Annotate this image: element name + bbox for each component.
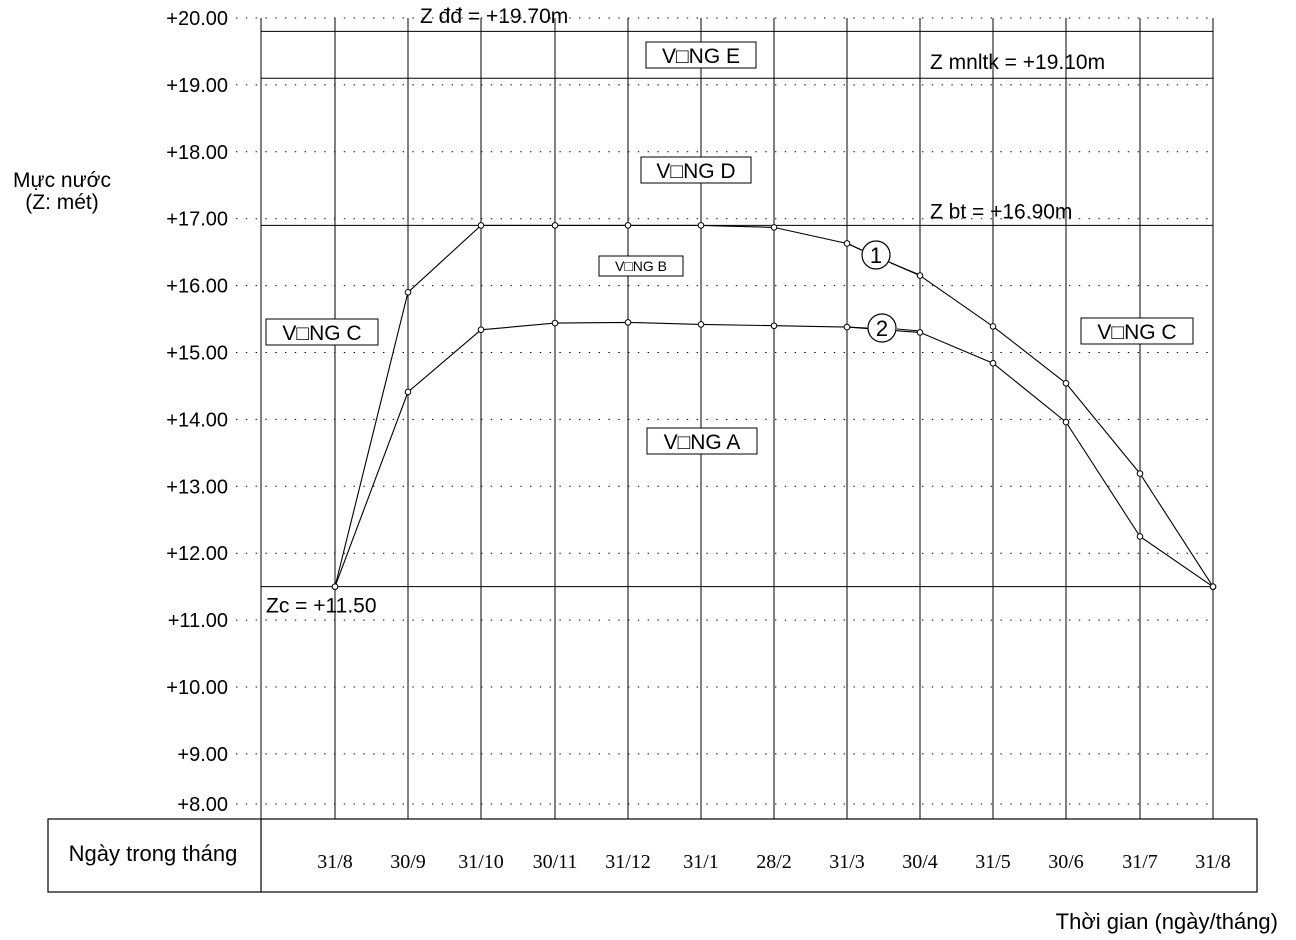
series-2-point [989, 359, 997, 367]
x-tick-label: 31/3 [829, 851, 865, 873]
series-1-point [1062, 379, 1070, 387]
y-tick-label: +9.00 [177, 744, 228, 766]
x-tick-label: 28/2 [756, 851, 792, 873]
series-2-point [843, 323, 851, 331]
series-2-point [1062, 418, 1070, 426]
zone-box [598, 255, 684, 277]
zone-box [646, 427, 758, 455]
y-tick-label: +19.00 [166, 75, 228, 97]
series-label-leader [896, 328, 921, 332]
x-tick-label: 30/9 [390, 851, 426, 873]
series-1-point [624, 222, 632, 229]
series-2-point [1136, 533, 1144, 540]
x-axis-label: Thời gian (ngày/tháng) [1056, 909, 1278, 934]
x-tick-label: 31/5 [975, 851, 1011, 873]
series-1-point [477, 222, 485, 229]
y-tick-label: +20.00 [166, 8, 228, 30]
series-label: 2 [876, 316, 888, 341]
zone-box [265, 318, 379, 346]
zone-label: V□NG D [656, 160, 735, 183]
reference-line-label: Z đđ = +19.70m [420, 5, 568, 28]
date-table-header: Ngày trong tháng [69, 841, 238, 866]
series-2-point [916, 329, 924, 336]
series-label-circle [867, 313, 897, 343]
horizontal-gridlines [236, 17, 1213, 805]
y-tick-label: +15.00 [166, 343, 228, 365]
x-tick-label: 30/11 [533, 851, 578, 873]
y-tick-label: +8.00 [177, 794, 228, 816]
y-tick-label: +10.00 [166, 677, 228, 699]
zone-box [640, 156, 752, 184]
series-1-point [843, 240, 851, 247]
series-label: 1 [870, 243, 882, 268]
series-1-point [989, 323, 997, 330]
series-1-point [551, 222, 559, 229]
x-tick-label: 31/12 [605, 851, 651, 873]
date-table [47, 818, 1258, 893]
y-axis-ticks: +20.00 +19.00 +18.00 +17.00 +16.00 +15.00 +14.… [166, 8, 228, 816]
zone-label: V□NG A [664, 431, 741, 454]
series-label-leader [890, 262, 921, 276]
y-axis-label-line1: Mực nước [13, 169, 111, 192]
x-tick-label: 31/10 [458, 851, 504, 873]
x-tick-label: 31/8 [1195, 851, 1231, 873]
series-1-point [404, 288, 412, 296]
reference-line-label: Zc = +11.50 [266, 595, 377, 618]
series-2-point [1209, 583, 1217, 590]
series-1-point [697, 222, 705, 229]
series-1-point [916, 272, 924, 279]
x-axis-ticks: 31/8 30/9 31/10 30/11 31/12 31/1 28/2 31/3 30/4 3… [317, 851, 1231, 873]
zone-box [645, 41, 757, 69]
zone-labels: 1 2 V□NG E V□NG D V□NG B V□NG A V□NG C V□NG C [265, 41, 1194, 455]
x-tick-label: 31/1 [683, 851, 719, 873]
series-1-point [770, 224, 778, 231]
y-tick-label: +17.00 [166, 209, 228, 231]
vertical-gridlines [260, 18, 1214, 819]
reference-lines: Z đđ = +19.70m Z mnltk = +19.10m Z bt = +1… [261, 5, 1213, 618]
series-2-point [477, 326, 485, 334]
series-1-point [1136, 470, 1144, 477]
y-tick-label: +16.00 [166, 276, 228, 298]
x-tick-label: 30/6 [1048, 851, 1084, 873]
zone-box [1080, 317, 1194, 345]
x-tick-label: 30/4 [902, 851, 938, 873]
zone-label: V□NG E [662, 45, 740, 68]
reference-line-label: Z mnltk = +19.10m [930, 51, 1105, 74]
series-label-circle [861, 240, 891, 270]
series-markers [331, 222, 1217, 590]
y-tick-label: +13.00 [166, 476, 228, 498]
y-tick-label: +11.00 [168, 610, 228, 632]
series-2-point [624, 319, 632, 326]
zone-label: V□NG C [1097, 321, 1176, 344]
y-tick-label: +12.00 [166, 543, 228, 565]
x-tick-label: 31/8 [317, 851, 353, 873]
series-2-point [404, 388, 412, 396]
series-2-point [697, 321, 705, 328]
series-2-point [551, 319, 559, 327]
y-tick-label: +18.00 [166, 142, 228, 164]
series-2-point [770, 322, 778, 330]
series-label-leader [846, 326, 868, 329]
series-2-point [331, 583, 339, 590]
zone-label: V□NG B [615, 258, 667, 274]
y-axis-label-line2: (Z: mét) [25, 191, 99, 214]
reference-line-label: Z bt = +16.90m [930, 200, 1072, 223]
x-tick-label: 31/7 [1122, 851, 1158, 873]
zone-label: V□NG C [282, 322, 361, 345]
y-tick-label: +14.00 [166, 409, 228, 431]
